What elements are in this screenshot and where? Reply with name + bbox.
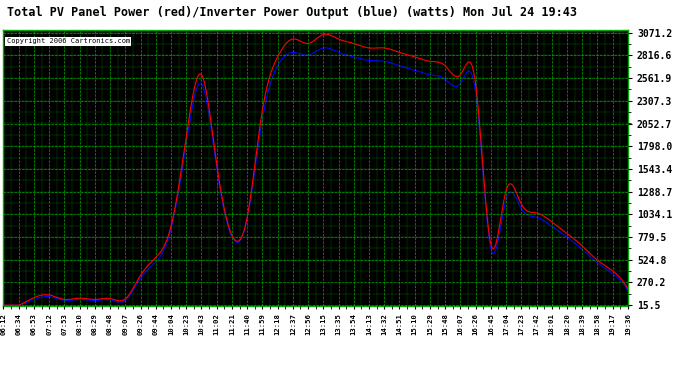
Text: Copyright 2006 Cartronics.com: Copyright 2006 Cartronics.com (7, 38, 130, 44)
Text: Total PV Panel Power (red)/Inverter Power Output (blue) (watts) Mon Jul 24 19:43: Total PV Panel Power (red)/Inverter Powe… (7, 6, 577, 19)
